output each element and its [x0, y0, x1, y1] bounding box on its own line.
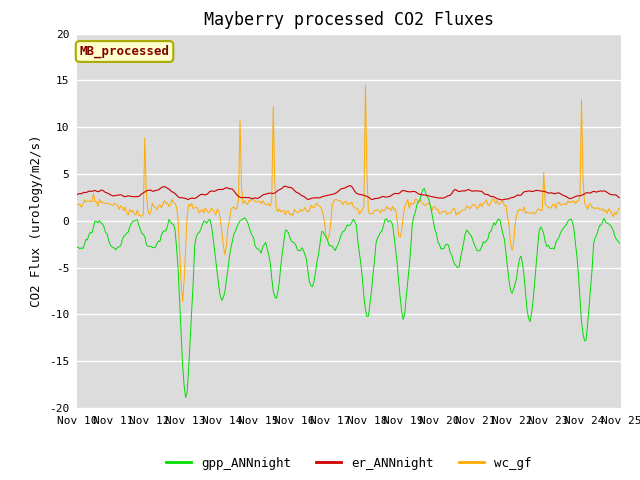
Legend: gpp_ANNnight, er_ANNnight, wc_gf: gpp_ANNnight, er_ANNnight, wc_gf — [161, 452, 536, 475]
Y-axis label: CO2 Flux (urology/m2/s): CO2 Flux (urology/m2/s) — [30, 134, 44, 307]
Title: Mayberry processed CO2 Fluxes: Mayberry processed CO2 Fluxes — [204, 11, 494, 29]
Text: MB_processed: MB_processed — [79, 45, 170, 58]
